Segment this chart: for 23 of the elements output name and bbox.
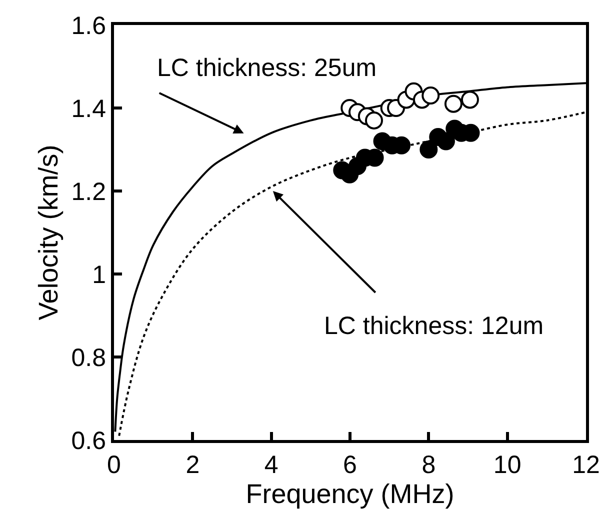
point (422, 86, 440, 105)
x-axis-title: Frequency (MHz) (246, 479, 454, 509)
point (420, 140, 438, 158)
annotation: LC thickness: 25um (157, 54, 377, 82)
annotation: LC thickness: 12um (324, 312, 544, 340)
x-tick-label: 2 (186, 451, 200, 479)
y-tick-label: 1 (92, 260, 106, 289)
x-tick-label: 10 (493, 451, 522, 479)
point (364, 111, 383, 130)
y-axis-title: Velocity (km/s) (33, 144, 64, 320)
x-tick-label: 8 (422, 451, 436, 479)
y-tick-label: 1.2 (71, 178, 106, 206)
point (444, 94, 462, 113)
x-tick-label: 4 (264, 451, 278, 479)
x-tick-label: 12 (572, 451, 600, 479)
y-tick-label: 1.4 (71, 94, 106, 123)
y-tick-label: 0.8 (71, 344, 106, 372)
x-tick-label: 6 (343, 451, 357, 479)
point (436, 132, 455, 150)
y-tick-label: 0.6 (71, 426, 106, 455)
point (460, 90, 479, 109)
x-tick-label: 0 (107, 451, 121, 479)
y-tick-label: 1.6 (71, 12, 106, 40)
